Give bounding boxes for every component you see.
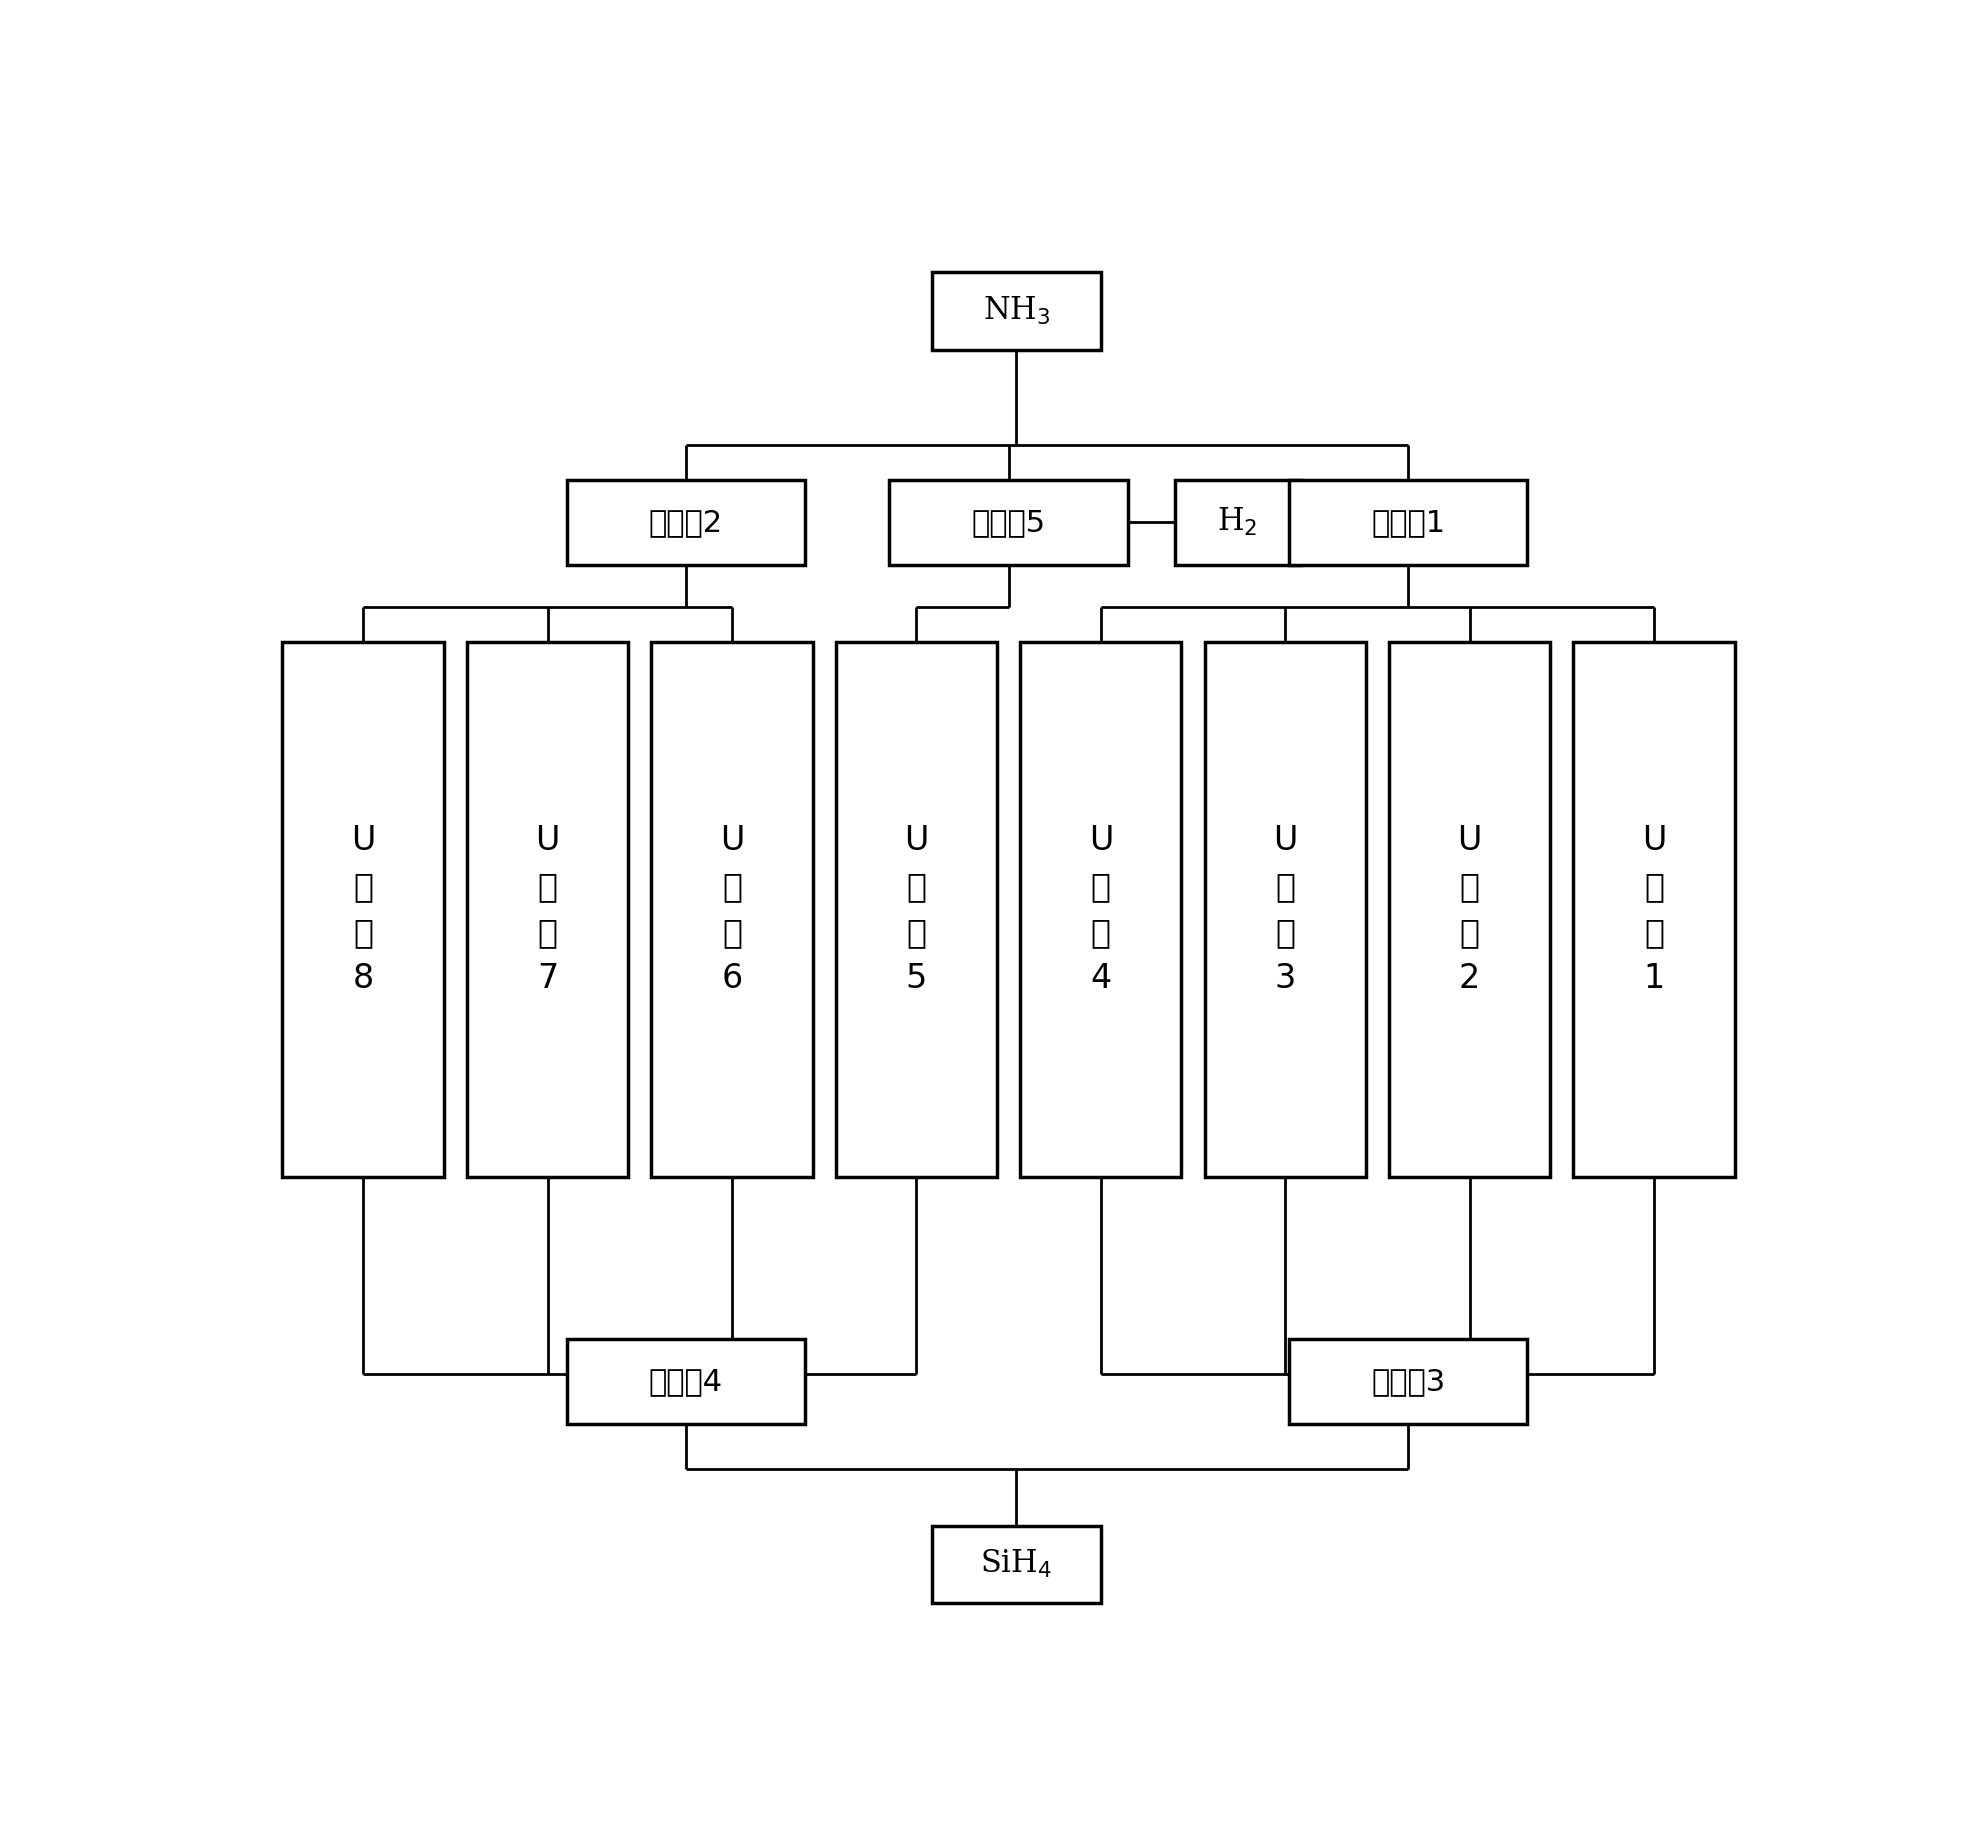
Bar xyxy=(1203,642,1366,1178)
Bar xyxy=(1288,479,1526,565)
Bar xyxy=(1019,642,1181,1178)
Bar xyxy=(1387,642,1550,1178)
Bar xyxy=(1572,642,1734,1178)
Bar xyxy=(890,479,1128,565)
Text: U
型
槽
4: U 型 槽 4 xyxy=(1088,825,1112,995)
Text: U
型
槽
3: U 型 槽 3 xyxy=(1272,825,1296,995)
Bar xyxy=(466,642,628,1178)
Bar xyxy=(567,1339,805,1423)
Text: U
型
槽
2: U 型 槽 2 xyxy=(1457,825,1481,995)
Text: 流量劈5: 流量劈5 xyxy=(971,508,1045,536)
Text: U
型
槽
8: U 型 槽 8 xyxy=(351,825,375,995)
Bar xyxy=(1173,479,1300,565)
Bar xyxy=(650,642,813,1178)
Text: 流量劈4: 流量劈4 xyxy=(648,1366,723,1396)
Text: U
型
槽
6: U 型 槽 6 xyxy=(719,825,743,995)
Bar xyxy=(932,1525,1100,1604)
Text: 流量劈2: 流量劈2 xyxy=(648,508,723,536)
Text: H$_2$: H$_2$ xyxy=(1217,507,1257,538)
Text: SiH$_4$: SiH$_4$ xyxy=(979,1549,1052,1580)
Bar xyxy=(567,479,805,565)
Bar xyxy=(932,273,1100,349)
Text: NH$_3$: NH$_3$ xyxy=(981,294,1050,327)
Bar xyxy=(1288,1339,1526,1423)
Bar xyxy=(834,642,997,1178)
Text: U
型
槽
7: U 型 槽 7 xyxy=(535,825,559,995)
Text: U
型
槽
1: U 型 槽 1 xyxy=(1641,825,1665,995)
Bar xyxy=(281,642,444,1178)
Text: 流量劈3: 流量劈3 xyxy=(1370,1366,1445,1396)
Text: U
型
槽
5: U 型 槽 5 xyxy=(904,825,928,995)
Text: 流量劈1: 流量劈1 xyxy=(1370,508,1445,536)
